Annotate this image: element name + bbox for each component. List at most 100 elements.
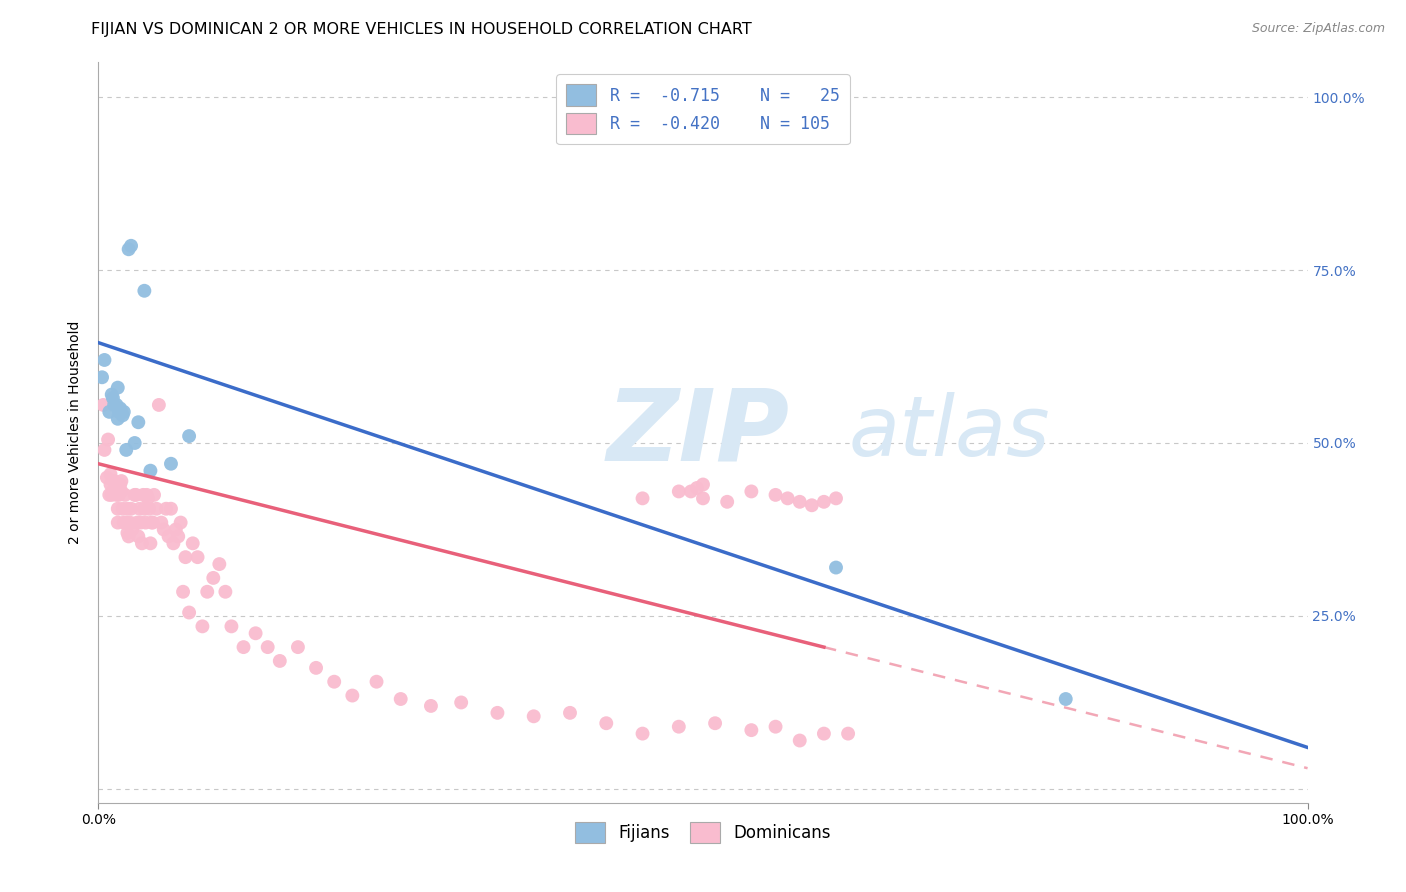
Point — [167, 529, 190, 543]
Point — [100, 467, 122, 482]
Point — [776, 491, 799, 506]
Point — [179, 429, 201, 443]
Point — [269, 654, 291, 668]
Point — [117, 525, 139, 540]
Point — [245, 626, 267, 640]
Point — [129, 516, 152, 530]
Point — [118, 516, 141, 530]
Point — [91, 370, 114, 384]
Point — [112, 405, 135, 419]
Point — [112, 516, 135, 530]
Point — [139, 536, 162, 550]
Point — [172, 584, 194, 599]
Point — [143, 488, 166, 502]
Point — [100, 488, 122, 502]
Point — [120, 239, 142, 253]
Point — [118, 242, 141, 256]
Point — [103, 398, 125, 412]
Point — [107, 381, 129, 395]
Point — [97, 433, 120, 447]
Text: Source: ZipAtlas.com: Source: ZipAtlas.com — [1251, 22, 1385, 36]
Point — [135, 488, 157, 502]
Point — [389, 692, 412, 706]
Point — [160, 501, 183, 516]
Point — [115, 442, 138, 457]
Point — [108, 488, 131, 502]
Point — [187, 550, 209, 565]
Point — [110, 405, 132, 419]
Point — [679, 484, 702, 499]
Text: ZIP: ZIP — [606, 384, 789, 481]
Point — [103, 474, 125, 488]
Point — [117, 501, 139, 516]
Point — [450, 696, 472, 710]
Point — [837, 726, 859, 740]
Point — [631, 491, 654, 506]
Point — [107, 516, 129, 530]
Point — [366, 674, 388, 689]
Point — [800, 498, 823, 512]
Point — [668, 484, 690, 499]
Point — [127, 516, 149, 530]
Point — [121, 523, 143, 537]
Point — [165, 523, 187, 537]
Point — [139, 464, 162, 478]
Point — [107, 411, 129, 425]
Point — [195, 584, 218, 599]
Point — [825, 560, 848, 574]
Point — [136, 491, 159, 506]
Point — [740, 484, 762, 499]
Point — [110, 474, 132, 488]
Point — [100, 387, 122, 401]
Point — [145, 501, 167, 516]
Point — [152, 523, 174, 537]
Point — [128, 501, 150, 516]
Point — [124, 488, 146, 502]
Point — [704, 716, 727, 731]
Point — [134, 501, 156, 516]
Point — [160, 457, 183, 471]
Point — [125, 488, 148, 502]
Point — [108, 401, 131, 416]
Point — [105, 398, 128, 412]
Legend: Fijians, Dominicans: Fijians, Dominicans — [568, 815, 838, 850]
Point — [420, 698, 443, 713]
Point — [135, 516, 157, 530]
Point — [789, 495, 811, 509]
Point — [120, 501, 142, 516]
Point — [595, 716, 617, 731]
Point — [115, 516, 138, 530]
Point — [107, 501, 129, 516]
Point — [256, 640, 278, 654]
Point — [692, 491, 714, 506]
Point — [631, 726, 654, 740]
Point — [305, 661, 328, 675]
Point — [692, 477, 714, 491]
Point — [1054, 692, 1077, 706]
Point — [93, 353, 115, 368]
Point — [127, 415, 149, 429]
Point — [214, 584, 236, 599]
Point — [558, 706, 581, 720]
Point — [179, 606, 201, 620]
Point — [765, 488, 787, 502]
Point — [98, 488, 121, 502]
Point — [232, 640, 254, 654]
Point — [110, 484, 132, 499]
Point — [162, 536, 184, 550]
Point — [105, 488, 128, 502]
Point — [191, 619, 214, 633]
Point — [157, 529, 180, 543]
Point — [118, 529, 141, 543]
Point — [813, 726, 835, 740]
Point — [765, 720, 787, 734]
Point — [287, 640, 309, 654]
Point — [150, 516, 173, 530]
Point — [486, 706, 509, 720]
Point — [825, 491, 848, 506]
Point — [104, 481, 127, 495]
Point — [342, 689, 364, 703]
Point — [142, 516, 165, 530]
Point — [127, 529, 149, 543]
Point — [668, 720, 690, 734]
